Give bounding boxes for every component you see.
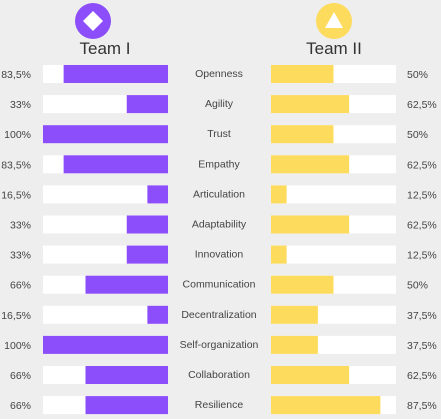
team-2-bar [271,65,334,83]
team-2-value-label: 37,5% [407,310,437,322]
team-2-bar [271,245,287,264]
team-1-bar [126,95,168,114]
category-label: Decentralization [181,309,256,321]
team-2-value-label: 62,5% [407,99,437,111]
team-2-value-label: 12,5% [407,250,437,262]
team-2-bar [271,396,381,415]
team-1-diamond-icon [75,3,111,39]
category-label: Collaboration [188,369,250,381]
team-1-bar-track [43,185,168,204]
team-2-value-label: 12,5% [407,189,437,201]
team-1-value-label: 83,5% [1,159,31,171]
team-1-value-label: 100% [4,340,31,352]
team-1-value-label: 16,5% [1,310,31,322]
category-label: Communication [183,279,256,291]
team-1-bar [43,125,168,144]
team-2-bar [271,215,350,234]
team-1-title: Team I [79,39,131,58]
team-2-bar [271,305,318,324]
team-1-value-label: 100% [4,129,31,141]
team-1-value-label: 16,5% [1,189,31,201]
category-label: Articulation [193,188,245,200]
team-2-bar [271,366,350,384]
team-1-value-label: 33% [10,250,31,262]
team-1-bar [147,305,168,324]
team-2-value-label: 37,5% [407,340,437,352]
category-label: Trust [207,128,231,140]
team-2-bar [271,275,334,294]
team-2-value-label: 50% [407,280,428,292]
team-1-bar [85,275,168,294]
team-1-bar [43,335,168,354]
team-2-value-label: 62,5% [407,220,437,232]
category-label: Empathy [198,158,240,170]
team-2-value-label: 87,5% [407,400,437,412]
team-1-value-label: 66% [10,400,31,412]
team-1-bar [63,65,168,83]
team-2-bar-track [271,185,396,204]
team-1-bar [63,155,168,174]
team-1-bar [85,396,168,415]
team-1-value-label: 83,5% [1,69,31,81]
team-1-value-label: 66% [10,280,31,292]
team-2-value-label: 62,5% [407,370,437,382]
category-label: Innovation [195,249,244,261]
team-1-value-label: 33% [10,220,31,232]
category-label: Resilience [195,399,244,411]
category-label: Adaptability [192,219,247,231]
team-1-value-label: 33% [10,99,31,111]
team-1-bar [126,215,168,234]
team-2-triangle-icon [316,3,352,39]
team-2-bar-track [271,245,396,264]
team-2-value-label: 50% [407,129,428,141]
team-2-bar [271,125,334,144]
category-label: Agility [205,98,234,110]
team-2-value-label: 62,5% [407,159,437,171]
team-2-bar [271,185,287,204]
team-1-value-label: 66% [10,370,31,382]
team-1-bar [126,245,168,264]
category-label: Openness [195,68,243,80]
team-2-value-label: 50% [407,69,428,81]
team-2-bar [271,155,350,174]
team-2-bar [271,335,318,354]
team-1-bar-track [43,305,168,324]
category-label: Self-organization [180,339,259,351]
team-1-bar [147,185,168,204]
team-1-bar [85,366,168,384]
team-2-bar [271,95,350,114]
team-2-title: Team II [306,39,362,58]
